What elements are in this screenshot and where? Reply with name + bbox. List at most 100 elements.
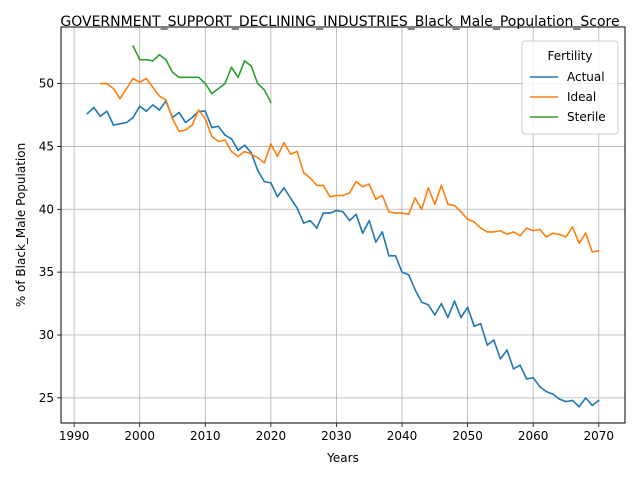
data-point-sterile (145, 58, 148, 61)
data-point-actual (256, 169, 259, 172)
data-point-actual (158, 109, 161, 111)
data-point-actual (420, 301, 423, 304)
data-point-ideal (197, 109, 200, 111)
data-point-actual (545, 390, 548, 393)
x-tick-label: 2040 (387, 429, 418, 443)
data-point-sterile (243, 60, 246, 62)
data-point-actual (506, 349, 508, 351)
data-point-actual (211, 126, 213, 129)
data-point-ideal (191, 124, 193, 126)
data-point-actual (145, 110, 148, 112)
data-point-actual (571, 399, 574, 402)
data-point-actual (302, 222, 305, 224)
data-point-actual (453, 300, 456, 302)
data-point-ideal (394, 212, 397, 214)
data-point-ideal (165, 99, 167, 101)
y-tick-label: 40 (39, 202, 54, 216)
data-point-ideal (591, 251, 593, 253)
data-point-actual (434, 314, 436, 316)
data-point-actual (368, 219, 371, 222)
data-point-actual (112, 124, 115, 126)
chart-title: GOVERNMENT_SUPPORT_DECLINING_INDUSTRIES_… (60, 14, 619, 30)
data-point-actual (519, 364, 521, 367)
data-point-actual (270, 182, 272, 184)
data-point-sterile (132, 45, 134, 47)
x-tick-label: 2070 (583, 429, 614, 443)
data-point-ideal (243, 150, 246, 153)
data-point-actual (322, 212, 325, 214)
data-point-ideal (302, 172, 305, 174)
data-point-actual (243, 144, 246, 146)
data-point-actual (309, 219, 312, 222)
data-point-actual (499, 358, 502, 360)
x-axis: 1990 2000 2010 2020 2030 2040 2050 2060 2070 (59, 423, 614, 443)
data-point-ideal (427, 187, 430, 189)
data-point-sterile (217, 87, 220, 90)
data-point-actual (466, 306, 469, 309)
data-point-actual (132, 116, 134, 119)
data-point-ideal (519, 234, 521, 237)
data-point-ideal (584, 232, 587, 234)
x-tick-label: 2000 (124, 429, 155, 443)
data-point-ideal (473, 221, 476, 223)
data-point-actual (394, 255, 397, 257)
data-point-sterile (152, 60, 154, 62)
data-point-actual (512, 368, 515, 370)
data-point-actual (204, 110, 207, 112)
data-point-actual (538, 385, 541, 388)
data-point-sterile (184, 76, 187, 79)
data-point-actual (348, 219, 351, 222)
data-point-ideal (152, 86, 154, 89)
data-point-actual (552, 393, 554, 395)
y-axis: 25 30 35 40 45 50 (39, 77, 61, 405)
data-point-actual (578, 405, 580, 408)
data-point-actual (525, 378, 528, 380)
data-point-actual (263, 180, 266, 183)
data-point-actual (447, 316, 449, 319)
data-point-ideal (112, 87, 115, 90)
y-tick-label: 45 (39, 139, 54, 153)
data-point-ideal (296, 150, 298, 153)
data-point-actual (486, 344, 489, 346)
data-point-ideal (224, 139, 226, 141)
data-point-actual (296, 207, 298, 209)
data-point-ideal (342, 194, 344, 197)
data-point-actual (407, 273, 410, 276)
data-point-sterile (230, 66, 233, 68)
data-point-sterile (197, 76, 200, 79)
data-point-ideal (407, 213, 410, 216)
data-point-actual (93, 106, 95, 109)
data-point-ideal (335, 194, 338, 197)
data-point-sterile (191, 76, 193, 79)
data-point-ideal (493, 231, 495, 233)
data-point-ideal (138, 81, 141, 84)
data-point-ideal (565, 236, 567, 238)
data-point-sterile (204, 82, 207, 85)
data-point-sterile (178, 76, 180, 79)
legend-label-sterile: Sterile (567, 110, 606, 124)
data-point-actual (473, 325, 476, 328)
data-point-actual (237, 149, 239, 151)
x-tick-label: 1990 (59, 429, 90, 443)
data-point-actual (86, 112, 88, 115)
x-axis-label: Years (326, 451, 359, 465)
data-point-ideal (525, 227, 528, 229)
data-point-ideal (420, 208, 423, 211)
data-point-actual (217, 125, 220, 128)
data-point-ideal (322, 184, 325, 187)
data-point-ideal (217, 140, 220, 143)
data-point-ideal (329, 195, 331, 198)
x-tick-label: 2010 (190, 429, 221, 443)
y-axis-label: % of Black_Male Population (14, 143, 28, 307)
y-tick-label: 50 (39, 77, 54, 91)
data-point-actual (414, 288, 416, 291)
data-point-actual (119, 123, 121, 125)
data-point-sterile (211, 92, 213, 95)
data-point-ideal (440, 184, 443, 187)
data-point-actual (532, 376, 534, 379)
data-point-ideal (434, 203, 436, 206)
data-point-actual (440, 302, 443, 305)
data-point-ideal (184, 129, 187, 131)
data-point-ideal (355, 180, 357, 183)
